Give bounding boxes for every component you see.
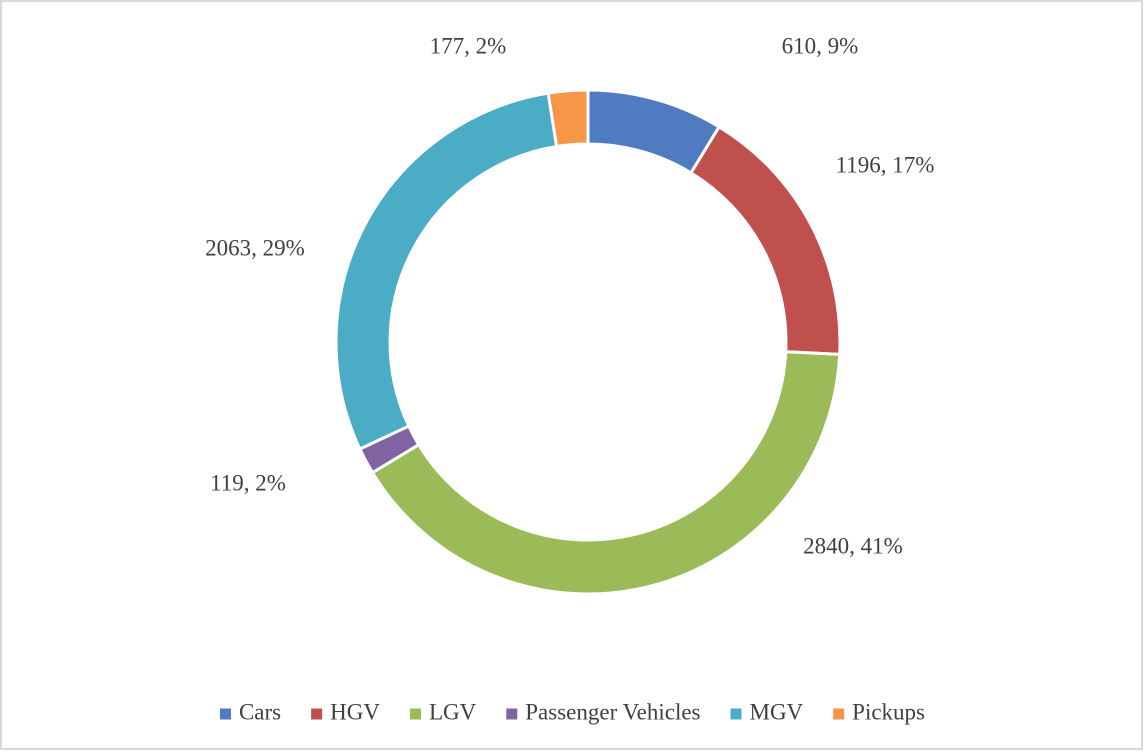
legend-swatch bbox=[833, 708, 845, 720]
legend-swatch bbox=[506, 708, 518, 720]
data-label: 119, 2% bbox=[210, 470, 286, 495]
legend-label: LGV bbox=[429, 699, 477, 724]
donut-slice bbox=[546, 88, 590, 149]
legend-swatch bbox=[219, 708, 231, 720]
legend-label: Passenger Vehicles bbox=[525, 699, 700, 724]
legend-label: Pickups bbox=[852, 699, 925, 724]
legend-swatch bbox=[730, 708, 742, 720]
legend-label: Cars bbox=[239, 699, 281, 724]
legend-swatch bbox=[409, 708, 421, 720]
data-label: 2063, 29% bbox=[205, 235, 305, 260]
data-label: 1196, 17% bbox=[836, 152, 935, 177]
data-label: 2840, 41% bbox=[803, 533, 903, 558]
data-label: 610, 9% bbox=[782, 33, 859, 58]
data-label: 177, 2% bbox=[430, 33, 507, 58]
legend-label: MGV bbox=[750, 699, 804, 724]
legend-label: HGV bbox=[330, 699, 380, 724]
legend-swatch bbox=[311, 708, 323, 720]
donut-slice bbox=[370, 350, 842, 596]
